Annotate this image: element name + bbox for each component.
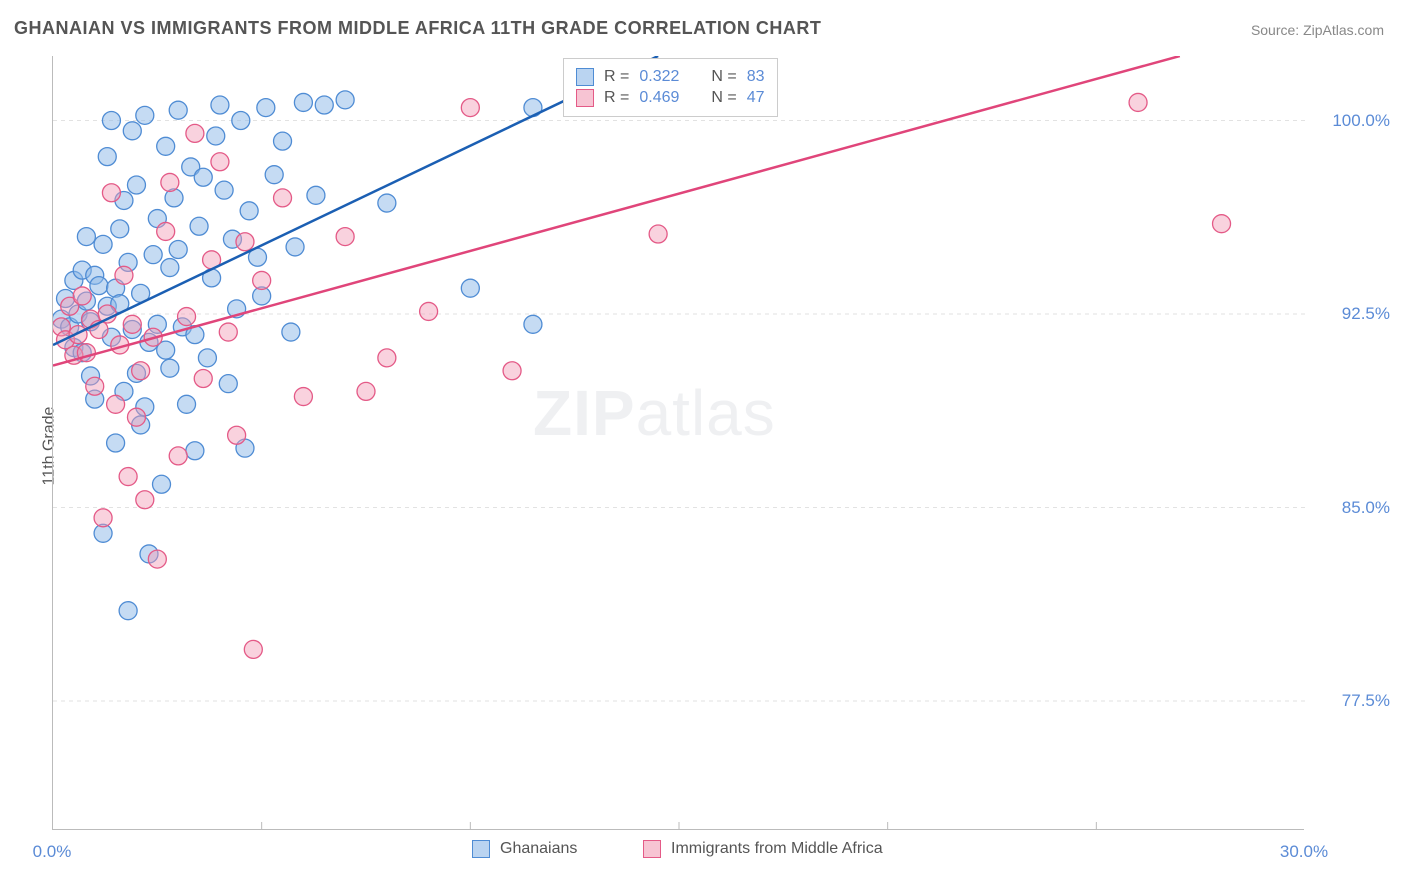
y-tick-label: 85.0% [1342, 498, 1390, 518]
bottom-legend-item: Immigrants from Middle Africa [643, 840, 883, 858]
chart-title: GHANAIAN VS IMMIGRANTS FROM MIDDLE AFRIC… [14, 18, 821, 39]
plot-svg [53, 56, 1305, 830]
y-tick-label: 100.0% [1332, 111, 1390, 131]
legend-row: R = 0.469N = 47 [576, 89, 765, 107]
legend-swatch [472, 840, 490, 858]
plot-area: ZIPatlas R = 0.322N = 83R = 0.469N = 47 [52, 56, 1304, 830]
bottom-legend-item: Ghanaians [472, 840, 577, 858]
legend-row: R = 0.322N = 83 [576, 68, 765, 86]
y-tick-label: 77.5% [1342, 691, 1390, 711]
legend-swatch [643, 840, 661, 858]
legend-label: Immigrants from Middle Africa [671, 840, 883, 858]
y-tick-label: 92.5% [1342, 304, 1390, 324]
x-tick-label: 0.0% [33, 842, 72, 862]
x-tick-label: 30.0% [1280, 842, 1328, 862]
legend-label: Ghanaians [500, 840, 577, 858]
legend-swatch [576, 68, 594, 86]
legend-swatch [576, 89, 594, 107]
chart-container: { "title": "GHANAIAN VS IMMIGRANTS FROM … [0, 0, 1406, 892]
correlation-legend: R = 0.322N = 83 R = 0.469N = 47 [563, 58, 778, 117]
source-label: Source: ZipAtlas.com [1251, 22, 1384, 38]
